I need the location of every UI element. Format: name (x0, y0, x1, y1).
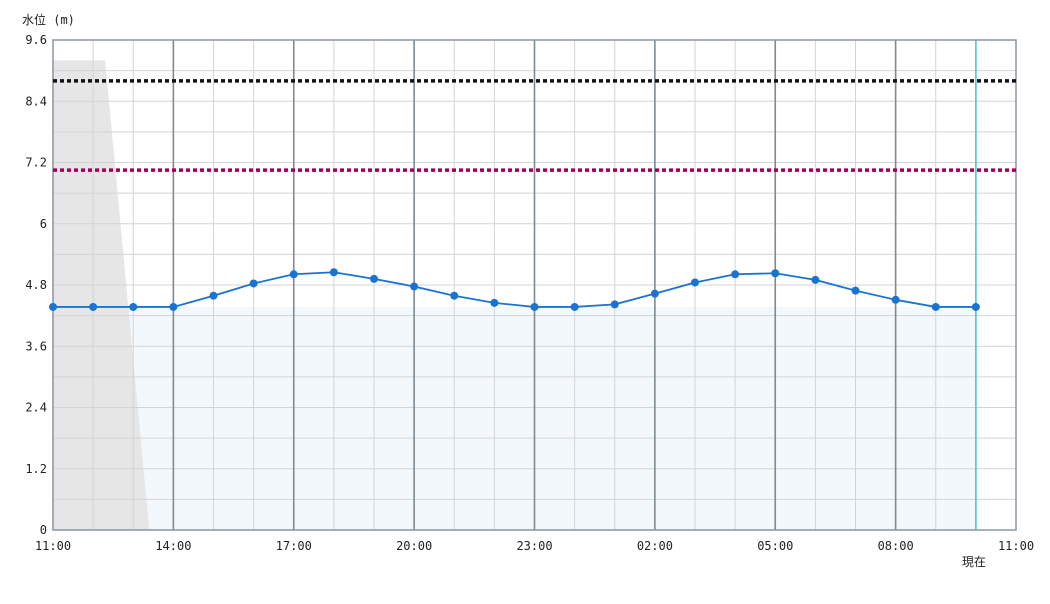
data-point[interactable] (771, 269, 780, 278)
data-point[interactable] (490, 298, 499, 307)
plot-frame (52, 39, 1017, 531)
y-axis-label: 水位 (m) (22, 12, 75, 27)
y-tick-label: 1.2 (25, 462, 47, 476)
data-point[interactable] (610, 300, 619, 309)
x-tick-label: 23:00 (516, 539, 552, 553)
y-tick-label: 9.6 (25, 33, 47, 47)
x-tick-label: 14:00 (155, 539, 191, 553)
data-point[interactable] (129, 302, 138, 311)
data-point[interactable] (89, 302, 98, 311)
y-tick-label: 8.4 (25, 94, 47, 108)
data-point[interactable] (169, 302, 178, 311)
data-point[interactable] (49, 302, 57, 311)
data-point[interactable] (691, 278, 699, 287)
data-point[interactable] (249, 279, 258, 288)
data-point[interactable] (731, 270, 740, 279)
x-tick-label: 11:00 (35, 539, 71, 553)
x-tick-label: 02:00 (637, 539, 673, 553)
y-tick-label: 3.6 (25, 339, 47, 353)
data-point[interactable] (450, 291, 459, 300)
data-point[interactable] (209, 291, 218, 300)
data-point[interactable] (410, 282, 419, 291)
water-level-line (53, 271, 976, 308)
y-tick-label: 6 (40, 217, 47, 231)
data-point[interactable] (289, 270, 298, 279)
gray-region (53, 60, 150, 531)
data-point[interactable] (650, 289, 659, 298)
y-tick-label: 4.8 (25, 278, 47, 292)
data-point[interactable] (851, 286, 860, 295)
y-tick-label: 2.4 (25, 401, 47, 415)
data-point[interactable] (570, 302, 579, 311)
level-fill-area (53, 306, 976, 530)
x-tick-label: 05:00 (757, 539, 793, 553)
x-tick-label: 08:00 (878, 539, 914, 553)
data-point[interactable] (329, 268, 338, 277)
data-point[interactable] (971, 302, 980, 311)
data-point[interactable] (370, 274, 378, 283)
y-tick-label: 0 (40, 523, 47, 537)
current-time-label: 現在 (962, 555, 986, 569)
data-point[interactable] (530, 302, 539, 311)
x-tick-label: 17:00 (276, 539, 312, 553)
data-point[interactable] (891, 295, 900, 304)
x-tick-label: 11:00 (998, 539, 1034, 553)
data-point[interactable] (931, 302, 940, 311)
data-point[interactable] (811, 275, 820, 284)
x-tick-label: 20:00 (396, 539, 432, 553)
y-tick-label: 7.2 (25, 156, 47, 170)
